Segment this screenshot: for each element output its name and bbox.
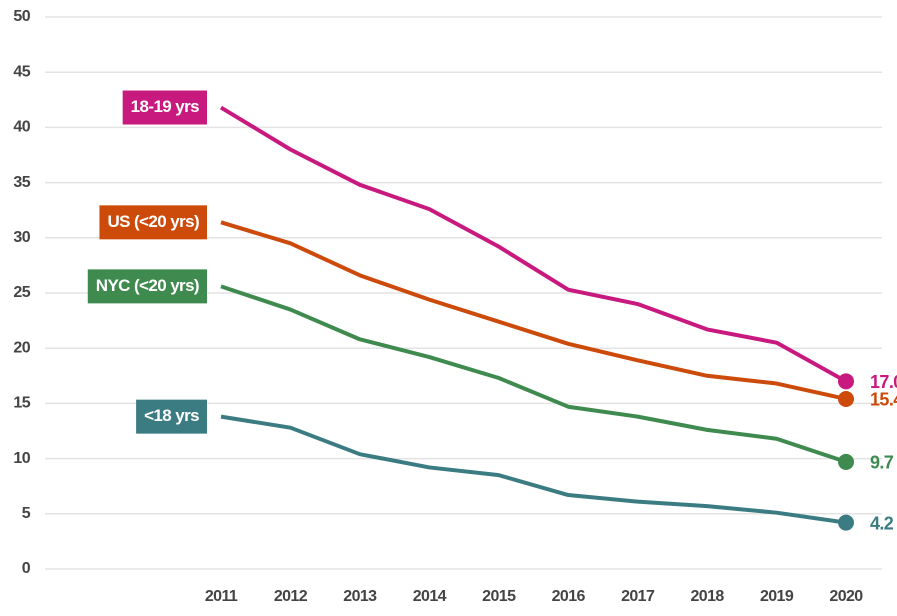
y-tick-label: 30 [13,229,30,246]
end-point [838,453,854,470]
end-point [838,514,854,531]
legend-label: NYC (<20 yrs) [96,276,199,295]
x-tick-label: 2018 [691,588,725,605]
series-line [219,105,847,384]
legend-box [87,269,207,304]
end-point [838,373,854,390]
series-line [220,284,847,464]
legend-box [136,399,207,434]
y-tick-label: 50 [13,8,30,25]
x-tick-label: 2015 [482,588,516,605]
x-tick-label: 2011 [205,588,238,605]
value-label: 17.0 [870,372,897,392]
legend-box [122,90,207,125]
legend-label: US (<20 yrs) [107,212,199,231]
value-label: 15.4 [870,390,897,410]
x-tick-label: 2014 [413,588,447,605]
x-tick-label: 2016 [552,588,586,605]
value-label: 4.2 [870,513,894,533]
series-line [220,414,847,525]
y-tick-label: 0 [22,560,31,577]
x-tick-label: 2017 [621,588,655,605]
y-tick-label: 10 [13,450,30,467]
x-tick-label: 2020 [829,588,863,605]
legend-label: 18-19 yrs [131,97,199,116]
y-tick-label: 35 [13,174,30,191]
y-tick-label: 25 [13,284,30,301]
y-tick-label: 15 [13,395,30,412]
y-tick-label: 45 [13,63,30,80]
x-tick-label: 2019 [760,588,794,605]
y-tick-label: 5 [22,505,31,522]
value-label: 9.7 [870,453,894,473]
y-tick-label: 20 [13,339,30,356]
legend-box [99,205,207,240]
x-tick-label: 2012 [274,588,308,605]
x-tick-label: 2013 [343,588,377,605]
end-point [838,390,854,407]
legend-label: <18 yrs [144,406,199,425]
y-tick-label: 40 [13,119,30,136]
series-line [220,220,847,401]
